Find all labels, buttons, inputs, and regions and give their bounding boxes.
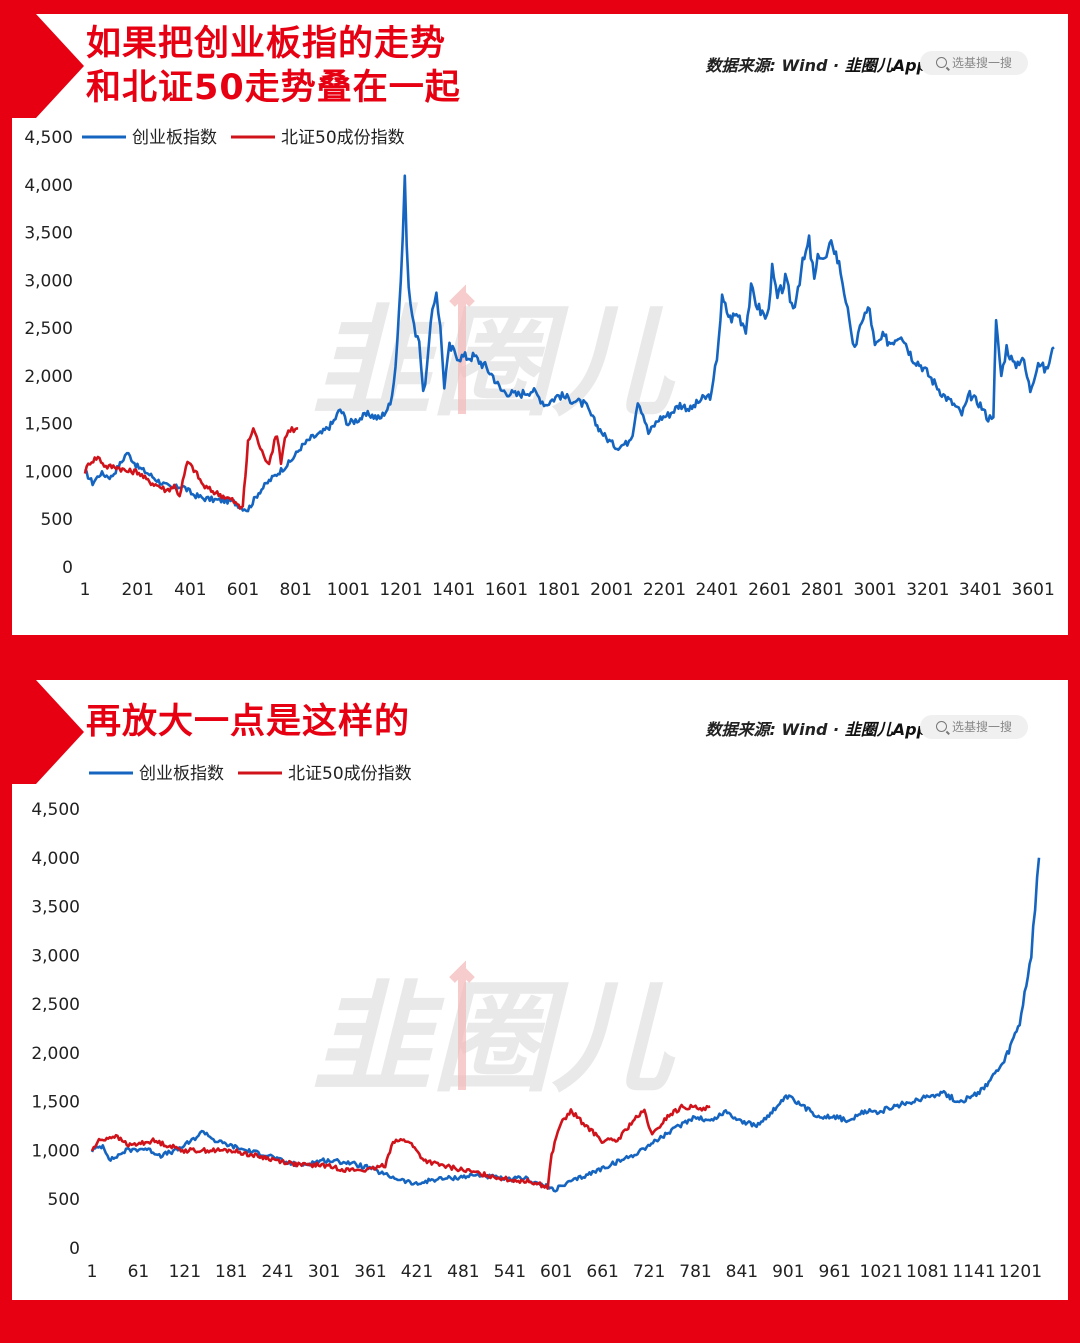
panel-2-title: 再放大一点是这样的	[86, 700, 410, 744]
title-line-1: 再放大一点是这样的	[86, 702, 411, 742]
search-box[interactable]: 选基搜一搜	[920, 715, 1028, 739]
y-tick-label: 4,000	[24, 176, 73, 196]
y-tick-label: 3,500	[31, 898, 80, 918]
brand-label: 韭圈儿App	[844, 720, 928, 739]
x-tick-label: 2801	[801, 580, 844, 600]
x-tick-label: 1201	[999, 1262, 1042, 1282]
corner-decoration	[12, 680, 84, 784]
y-tick-label: 500	[41, 510, 73, 530]
title-line-2: 和北证50走势叠在一起	[86, 68, 461, 108]
x-tick-label: 781	[679, 1262, 711, 1282]
legend-label: 创业板指数	[132, 128, 217, 148]
watermark: 韭圈儿	[312, 970, 676, 1109]
x-tick-label: 841	[726, 1262, 758, 1282]
brand-label: 韭圈儿App	[844, 56, 928, 75]
x-tick-label: 301	[308, 1262, 340, 1282]
y-tick-label: 2,000	[24, 367, 73, 387]
x-tick-label: 421	[401, 1262, 433, 1282]
x-tick-label: 1601	[485, 580, 528, 600]
watermark: 韭圈儿	[312, 294, 676, 433]
x-tick-label: 1	[87, 1262, 98, 1282]
y-tick-label: 2,500	[31, 995, 80, 1015]
y-tick-label: 2,000	[31, 1044, 80, 1064]
x-tick-label: 2201	[643, 580, 686, 600]
x-tick-label: 241	[261, 1262, 293, 1282]
x-tick-label: 201	[121, 580, 153, 600]
y-tick-label: 1,000	[24, 462, 73, 482]
y-tick-label: 3,500	[24, 224, 73, 244]
x-tick-label: 2401	[695, 580, 738, 600]
x-tick-label: 601	[540, 1262, 572, 1282]
legend-label: 创业板指数	[139, 764, 224, 784]
x-tick-label: 481	[447, 1262, 479, 1282]
watermark-arrow-icon	[449, 284, 475, 414]
x-tick-label: 601	[227, 580, 259, 600]
x-tick-label: 661	[586, 1262, 618, 1282]
x-tick-label: 61	[128, 1262, 150, 1282]
legend-label: 北证50成份指数	[288, 764, 412, 784]
x-tick-label: 801	[279, 580, 311, 600]
search-icon	[936, 721, 947, 732]
x-tick-label: 1401	[432, 580, 475, 600]
x-tick-label: 901	[772, 1262, 804, 1282]
x-tick-label: 541	[494, 1262, 526, 1282]
chart-panel-1: 如果把创业板指的走势 和北证50走势叠在一起 数据来源: Wind · 韭圈儿A…	[12, 14, 1068, 635]
chart-panel-2: 再放大一点是这样的 数据来源: Wind · 韭圈儿App 选基搜一搜 韭圈儿 0…	[12, 680, 1068, 1300]
x-tick-label: 1141	[952, 1262, 995, 1282]
title-line-1: 如果把创业板指的走势	[86, 24, 447, 64]
x-tick-label: 1081	[906, 1262, 949, 1282]
y-tick-label: 1,500	[31, 1093, 80, 1113]
y-tick-label: 3,000	[24, 271, 73, 291]
y-tick-label: 500	[48, 1190, 80, 1210]
search-box[interactable]: 选基搜一搜	[920, 51, 1028, 75]
x-tick-label: 2001	[590, 580, 633, 600]
source-label: 数据来源: Wind ·	[705, 56, 845, 75]
series-line	[90, 1103, 711, 1190]
y-tick-label: 2,500	[24, 319, 73, 339]
x-tick-label: 1201	[379, 580, 422, 600]
search-icon	[936, 57, 947, 68]
source-label: 数据来源: Wind ·	[705, 720, 845, 739]
x-tick-label: 1021	[860, 1262, 903, 1282]
series-line	[83, 174, 1055, 513]
x-tick-label: 3601	[1012, 580, 1055, 600]
x-tick-label: 121	[169, 1262, 201, 1282]
y-tick-label: 1,500	[24, 415, 73, 435]
x-tick-label: 2601	[748, 580, 791, 600]
x-tick-label: 401	[174, 580, 206, 600]
corner-decoration	[12, 14, 84, 118]
y-tick-label: 1,000	[31, 1141, 80, 1161]
x-tick-label: 3201	[906, 580, 949, 600]
y-tick-label: 0	[62, 558, 73, 578]
legend-label: 北证50成份指数	[281, 128, 405, 148]
x-tick-label: 361	[354, 1262, 386, 1282]
x-tick-label: 721	[633, 1262, 665, 1282]
x-tick-label: 1801	[537, 580, 580, 600]
line-chart-1: 韭圈儿 0 500 1,000 1,500 2,000 2,500 3,000 3,500 4,0…	[24, 128, 1055, 600]
y-tick-label: 4,500	[24, 128, 73, 148]
y-tick-label: 0	[69, 1239, 80, 1259]
search-placeholder: 选基搜一搜	[952, 56, 1013, 70]
x-tick-label: 1	[80, 580, 91, 600]
y-tick-label: 4,000	[31, 849, 80, 869]
series-line	[83, 426, 299, 510]
line-chart-2: 韭圈儿 0 500 1,000 1,500 2,000 2,500 3,000 3,500 4,0…	[31, 764, 1042, 1282]
data-source: 数据来源: Wind · 韭圈儿App	[706, 52, 928, 76]
x-tick-label: 1001	[327, 580, 370, 600]
watermark-arrow-icon	[449, 960, 475, 1090]
panel-1-title: 如果把创业板指的走势 和北证50走势叠在一起	[86, 22, 461, 110]
x-tick-label: 3001	[854, 580, 897, 600]
x-tick-label: 181	[215, 1262, 247, 1282]
x-tick-label: 3401	[959, 580, 1002, 600]
y-tick-label: 4,500	[31, 800, 80, 820]
data-source: 数据来源: Wind · 韭圈儿App	[706, 716, 928, 740]
series-line	[90, 857, 1041, 1193]
x-tick-label: 961	[819, 1262, 851, 1282]
search-placeholder: 选基搜一搜	[952, 720, 1013, 734]
y-tick-label: 3,000	[31, 946, 80, 966]
